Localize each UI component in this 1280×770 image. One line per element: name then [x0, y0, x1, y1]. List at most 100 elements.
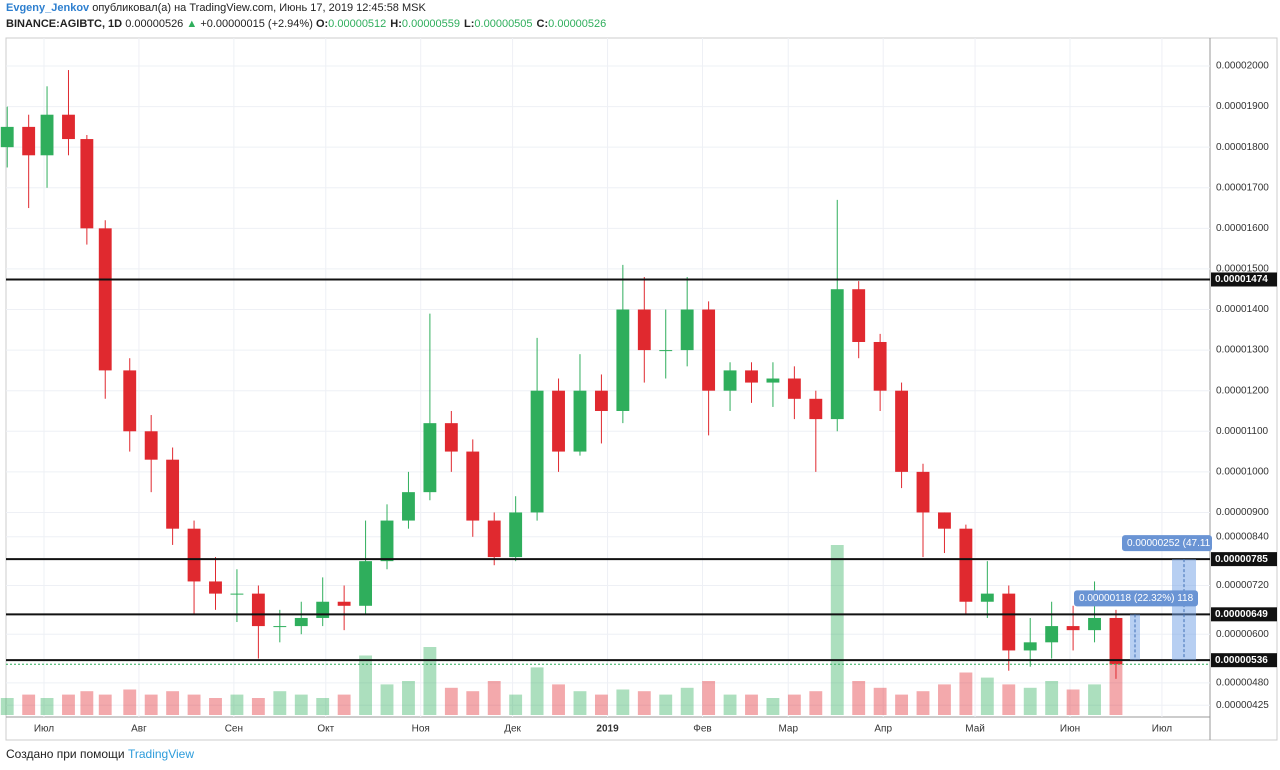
y-tick-label: 0.00000720 — [1216, 580, 1269, 591]
legend-line: BINANCE:AGIBTC, 1D 0.00000526 ▲ +0.00000… — [6, 18, 610, 30]
x-tick-label: 2019 — [596, 724, 619, 735]
candle-body — [98, 228, 112, 371]
candle-body — [745, 370, 758, 383]
volume-bar — [123, 689, 137, 715]
candle-body — [680, 309, 694, 351]
candle-body — [594, 390, 608, 411]
volume-bar — [251, 698, 265, 715]
candle-body — [787, 378, 801, 399]
x-tick-label: Мар — [778, 724, 798, 735]
candle-body — [380, 520, 394, 562]
volume-bar — [852, 681, 866, 715]
volume-bar — [895, 694, 909, 715]
volume-bar — [144, 694, 158, 715]
x-tick-label: Май — [965, 724, 985, 735]
x-tick-label: Авг — [131, 724, 147, 735]
candle-body — [187, 528, 201, 582]
volume-bar — [487, 681, 501, 715]
volume-bar — [702, 681, 716, 715]
candle-body — [230, 593, 244, 595]
candle-body — [980, 593, 994, 602]
x-tick-label: Июл — [1152, 724, 1172, 735]
x-tick-label: Окт — [317, 724, 334, 735]
volume-bar — [187, 694, 201, 715]
ohlc-value: 0.00000512 — [328, 18, 387, 30]
level-tag — [1211, 272, 1277, 287]
candle-body — [487, 520, 501, 558]
volume-bar — [873, 687, 887, 715]
volume-bar — [959, 672, 973, 715]
y-tick-label: 0.00001500 — [1216, 264, 1269, 275]
volume-bar — [22, 694, 36, 715]
volume-bar — [1023, 687, 1037, 715]
author[interactable]: Evgeny_Jenkov — [6, 2, 90, 14]
candle-body — [1109, 617, 1123, 665]
footer-brand[interactable]: TradingView — [127, 747, 195, 761]
y-tick-label: 0.00000425 — [1216, 700, 1269, 711]
candle-body — [144, 431, 158, 460]
volume-bar — [916, 691, 930, 715]
ohlc-label: H: — [390, 18, 402, 30]
volume-bar — [1045, 681, 1059, 715]
volume-bar — [402, 681, 415, 715]
volume-bar — [337, 694, 351, 715]
measure-tag — [1074, 590, 1198, 607]
y-tick-label: 0.00001100 — [1216, 426, 1269, 437]
candle-body — [423, 423, 437, 493]
level-label: 0.00000649 — [1215, 609, 1268, 620]
x-tick-label: Фев — [693, 724, 711, 735]
candle-body — [637, 309, 651, 351]
level-label: 0.00001474 — [1215, 274, 1268, 285]
ohlc-value: 0.00000559 — [401, 18, 461, 30]
volume-bar — [787, 694, 801, 715]
y-tick-label: 0.00001600 — [1216, 223, 1269, 234]
ohlc-label: O: — [315, 18, 329, 30]
volume-bar — [380, 684, 394, 715]
candle-body — [80, 139, 94, 229]
ohlc-label: L: — [464, 18, 475, 30]
candle-body — [509, 512, 523, 558]
volume-bar — [209, 698, 222, 715]
volume-bar — [444, 687, 458, 715]
y-tick-label: 0.00001800 — [1216, 142, 1269, 153]
price: 0.00000526 — [125, 18, 184, 30]
volume-bar — [40, 698, 54, 715]
candle-body — [573, 390, 587, 452]
change: +0.00000015 (+2.94%) — [200, 18, 313, 30]
level-label: 0.00000536 — [1215, 655, 1268, 666]
candle-body — [659, 350, 673, 352]
footer-text: Создано при помощи — [6, 747, 125, 761]
volume-bar — [616, 689, 630, 715]
volume-bar — [0, 698, 14, 715]
candle-body — [723, 370, 737, 391]
volume-bar — [166, 691, 180, 715]
volume-bar — [680, 687, 694, 715]
candle-body — [1023, 642, 1037, 651]
candle-body — [251, 593, 265, 627]
candle-body — [359, 561, 373, 606]
volume-bar — [230, 694, 244, 715]
candle-body — [316, 601, 330, 618]
level-tag — [1211, 552, 1277, 567]
candle-body — [123, 370, 137, 432]
candle-body — [1002, 593, 1016, 651]
y-tick-label: 0.00001400 — [1216, 304, 1269, 315]
candle-body — [294, 617, 308, 627]
volume-bar — [423, 647, 437, 715]
candle-body — [337, 601, 351, 606]
volume-bar — [316, 698, 330, 715]
candle-body — [0, 126, 14, 148]
published: опубликовал(а) на TradingView.com, Июнь … — [92, 2, 426, 14]
candle-body — [895, 390, 909, 472]
y-tick-label: 0.00001900 — [1216, 101, 1269, 112]
candle-body — [616, 309, 630, 411]
volume-bar — [1066, 689, 1080, 715]
candle-body — [402, 492, 415, 521]
y-tick-label: 0.00001700 — [1216, 182, 1269, 193]
ohlc-label: C: — [536, 18, 549, 30]
y-tick-label: 0.00001000 — [1216, 467, 1269, 478]
chart: 0.00002000 0.00001900 0.00001800 0.00001700… — [0, 37, 1278, 741]
candle-body — [916, 471, 930, 513]
candle-body — [22, 126, 36, 156]
